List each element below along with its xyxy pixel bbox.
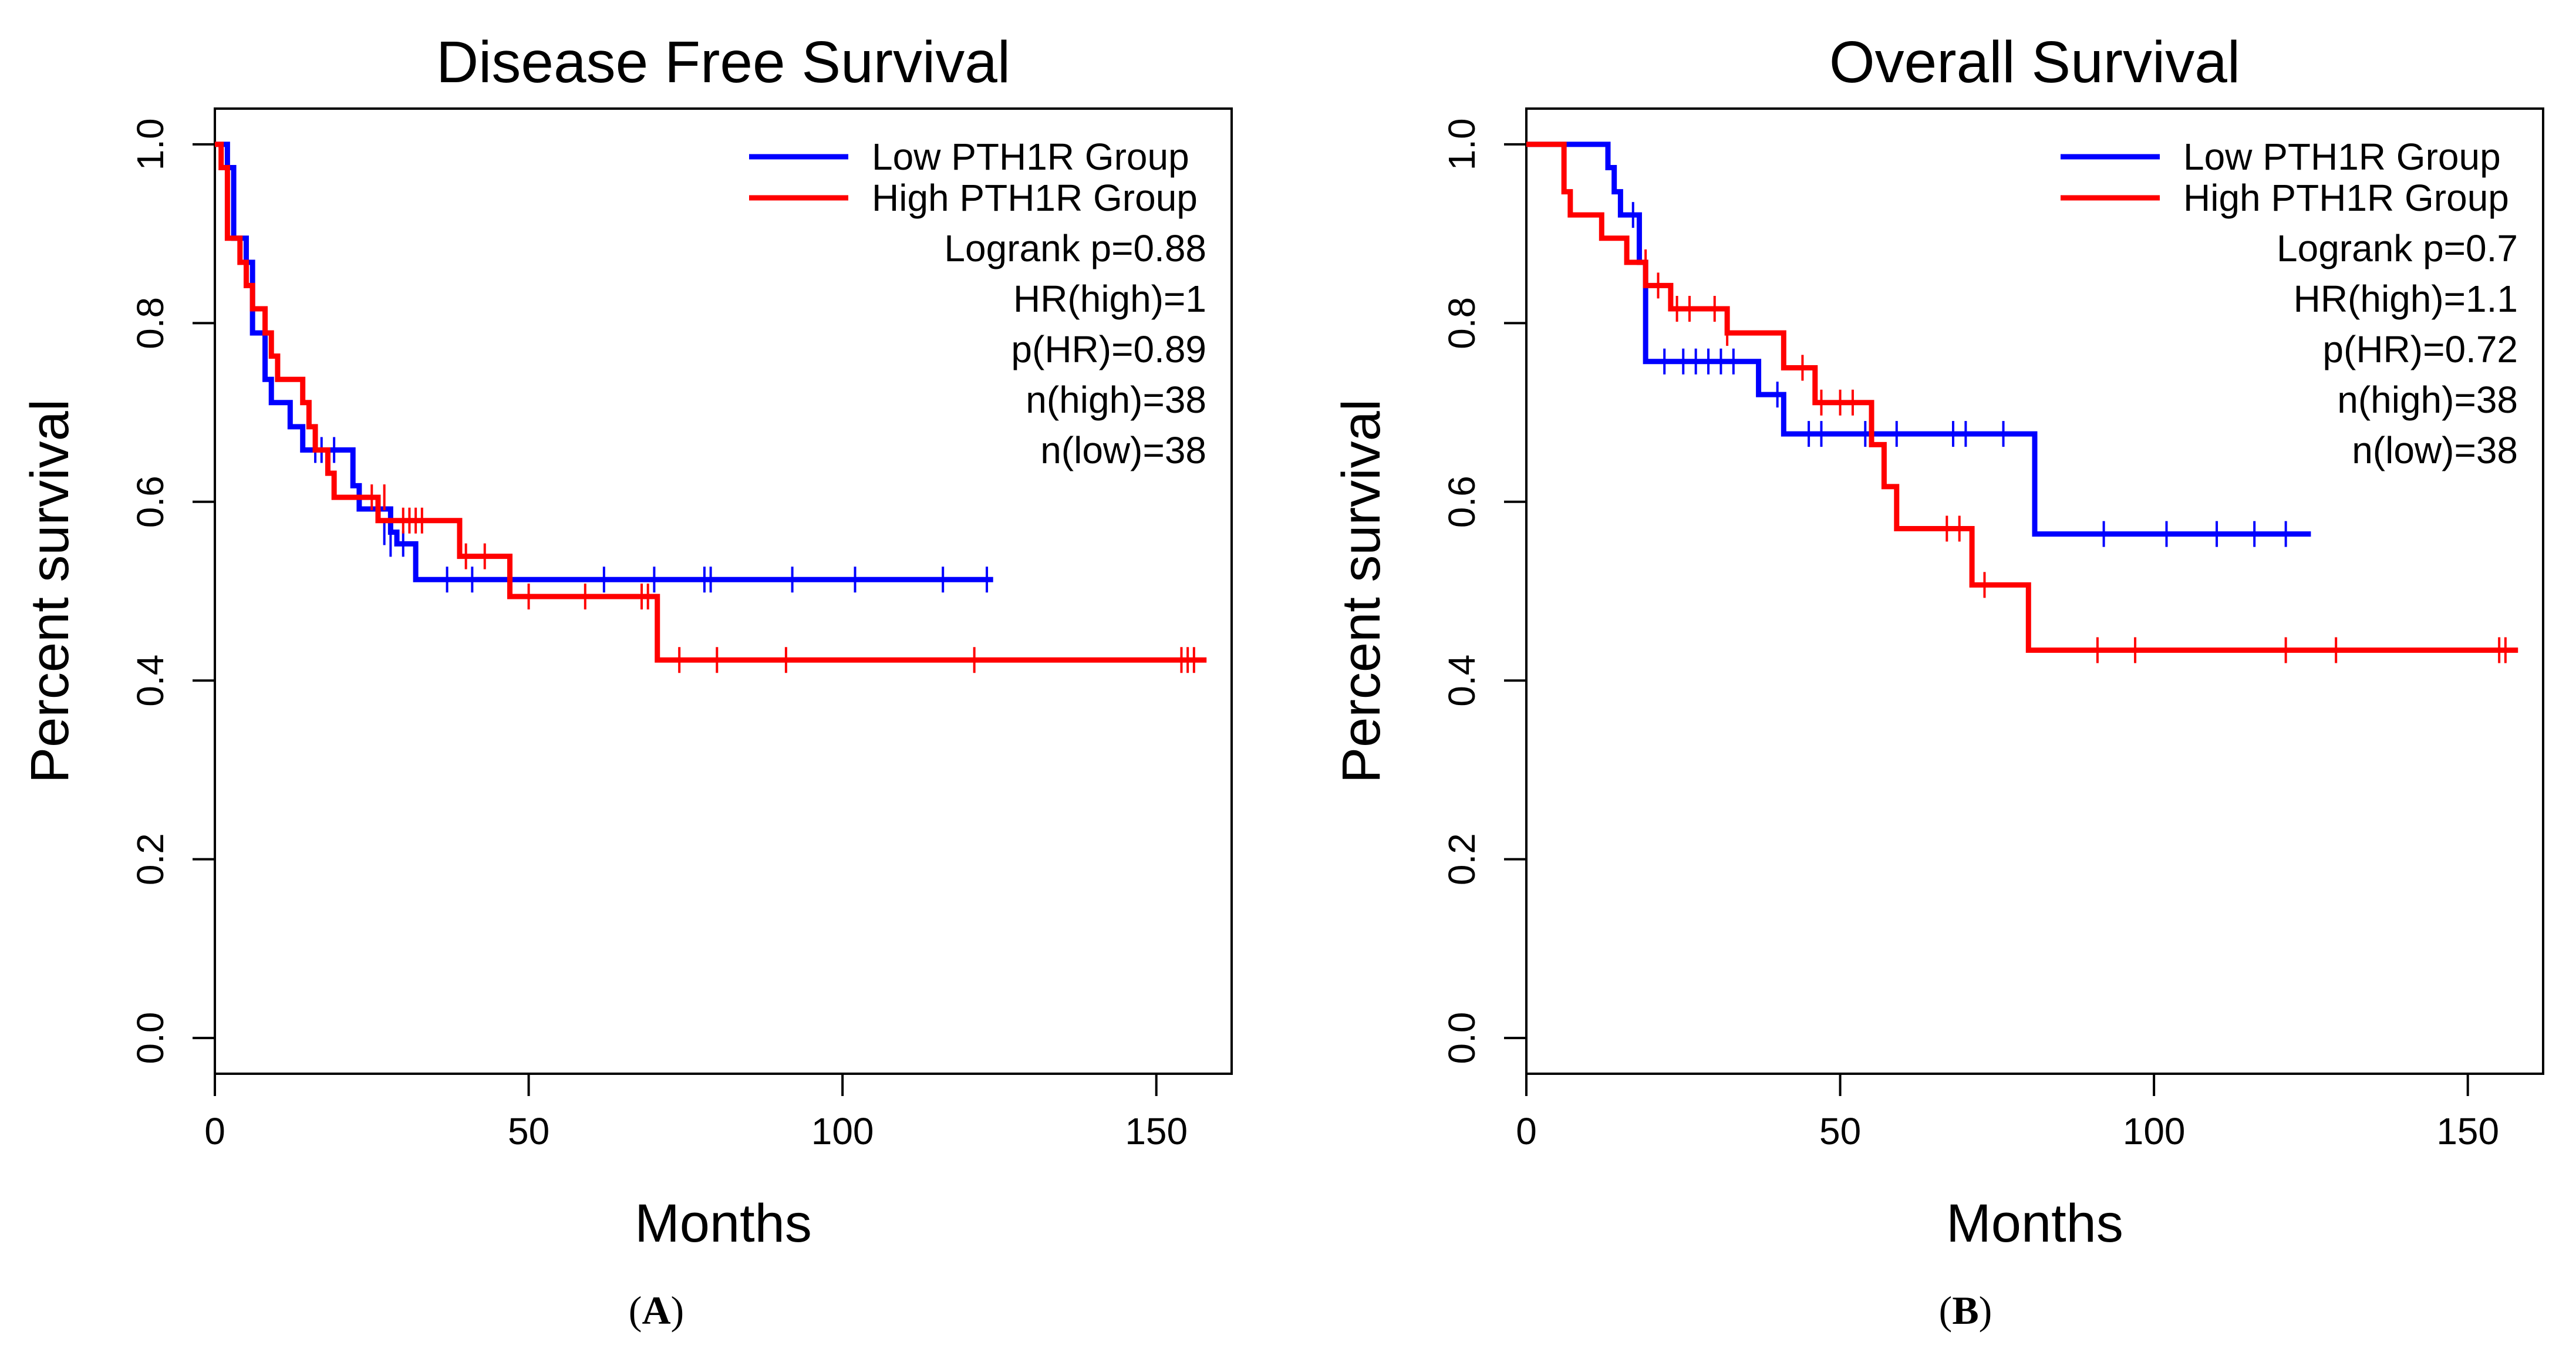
- y-tick-label: 0.8: [1441, 297, 1483, 349]
- y-axis-label: Percent survival: [20, 399, 80, 783]
- x-tick-label: 150: [2436, 1110, 2499, 1152]
- y-axis-label: Percent survival: [1331, 399, 1391, 783]
- legend-label-high: High PTH1R Group: [2183, 177, 2509, 219]
- stat-line: n(high)=38: [2337, 379, 2518, 421]
- series-line-high: [215, 141, 1207, 663]
- x-axis-label: Months: [635, 1193, 812, 1253]
- x-tick-label: 50: [1819, 1110, 1861, 1152]
- stat-line: n(high)=38: [1026, 379, 1206, 421]
- stat-line: Logrank p=0.7: [2277, 227, 2518, 269]
- stat-line: HR(high)=1.1: [2294, 278, 2518, 320]
- y-tick-label: 0.0: [1441, 1012, 1483, 1064]
- y-tick-label: 1.0: [1441, 118, 1483, 170]
- x-tick-label: 50: [508, 1110, 549, 1152]
- x-tick-label: 100: [811, 1110, 874, 1152]
- y-tick-label: 0.2: [129, 833, 171, 885]
- chart-title: Overall Survival: [1829, 29, 2240, 95]
- panel-label: (B): [1939, 1288, 1992, 1333]
- stat-line: HR(high)=1: [1013, 278, 1206, 320]
- x-axis-label: Months: [1946, 1193, 2123, 1253]
- stat-line: p(HR)=0.89: [1011, 328, 1206, 370]
- y-tick-label: 0.6: [1441, 476, 1483, 528]
- series-line-high: [1526, 141, 2518, 653]
- y-tick-label: 1.0: [129, 118, 171, 170]
- y-tick-label: 0.2: [1441, 833, 1483, 885]
- legend-label-low: Low PTH1R Group: [2183, 136, 2501, 178]
- y-tick-label: 0.8: [129, 297, 171, 349]
- panel-overall-survival: Overall Survival 0 50 100 150 Months 0.0 0.2 0.4…: [1331, 29, 2544, 1333]
- chart-title: Disease Free Survival: [436, 29, 1010, 95]
- x-tick-label: 100: [2123, 1110, 2186, 1152]
- stat-line: n(low)=38: [1040, 429, 1206, 471]
- y-tick-label: 0.0: [129, 1012, 171, 1064]
- legend-label-high: High PTH1R Group: [872, 177, 1198, 219]
- stat-line: p(HR)=0.72: [2322, 328, 2518, 370]
- x-tick-label: 0: [1516, 1110, 1537, 1152]
- y-tick-label: 0.4: [1441, 655, 1483, 707]
- legend-label-low: Low PTH1R Group: [872, 136, 1189, 178]
- panel-label: (A): [629, 1288, 684, 1333]
- x-tick-label: 150: [1125, 1110, 1188, 1152]
- y-tick-label: 0.6: [129, 476, 171, 528]
- stat-line: n(low)=38: [2352, 429, 2518, 471]
- x-tick-label: 0: [204, 1110, 225, 1152]
- stat-line: Logrank p=0.88: [944, 227, 1206, 269]
- panel-disease-free-survival: Disease Free Survival 0 50 100 150 Months 0.0 0…: [20, 29, 1233, 1333]
- y-tick-label: 0.4: [129, 655, 171, 707]
